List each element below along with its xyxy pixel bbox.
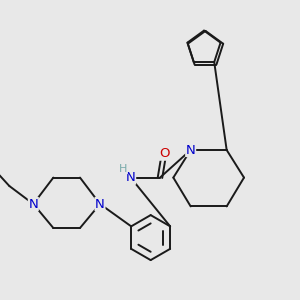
Text: N: N	[126, 171, 136, 184]
Text: N: N	[28, 197, 38, 211]
Text: N: N	[95, 197, 105, 211]
Text: O: O	[159, 147, 169, 160]
Text: N: N	[186, 143, 196, 157]
Text: H: H	[119, 164, 128, 174]
